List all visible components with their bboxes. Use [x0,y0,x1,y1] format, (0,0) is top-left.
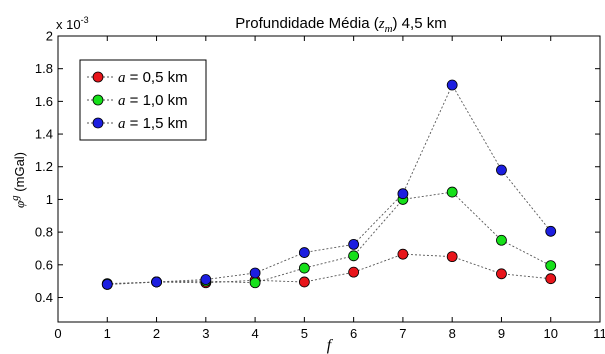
x-tick-label: 1 [104,326,111,341]
legend-label-3: a = 1,5 km [118,115,188,132]
y-tick-label: 1.4 [35,127,53,142]
y-tick-label: 1.6 [35,94,53,109]
y-tick-label: 0.6 [35,257,53,272]
chart-title-prefix: Profundidade Média ( [235,15,378,32]
x-tick-label: 8 [449,326,456,341]
series-3-point [545,225,557,237]
y-tick-label: 1 [46,192,53,207]
series-1-point [446,251,458,263]
points-layer [101,79,557,290]
y-tick-label: 0.4 [35,290,53,305]
series-1-point [348,266,360,278]
y-axis-label-unit: (mGal) [12,152,27,195]
series-line-2 [107,191,551,285]
chart-title-suffix: ) 4,5 km [393,15,447,32]
series-3-point [397,188,409,200]
legend-label-text: = 0,5 km [126,69,188,86]
ticks-layer: 0 1 2 3 4 5 6 7 8 9 10 11 0.4 0.6 0.8 1 1.2 1.4 1.6 1.8 2 [35,29,605,342]
x-tick-label: 7 [399,326,406,341]
chart-title-subscript: m [385,23,393,35]
series-2-point [545,260,557,272]
y-tick-label: 2 [46,29,53,44]
series-line-1 [107,253,551,285]
y-multiplier: x 10-3 [56,15,89,32]
legend-label-2: a = 1,0 km [118,92,188,109]
series-3-point [348,238,360,250]
x-tick-label: 3 [202,326,209,341]
chart-title-variable: z [378,16,385,32]
series-1-point [496,268,507,280]
y-multiplier-base: x 10 [56,17,81,32]
legend-label-1: a = 0,5 km [118,69,188,86]
series-2-point [446,186,458,198]
series-3-point [101,279,113,290]
y-axis-label-symbol: φ [12,201,27,208]
series-3-point [249,267,261,279]
legend-label-text: = 1,0 km [126,92,188,109]
x-tick-label: 6 [350,326,357,341]
x-axis-label: f [327,337,334,354]
legend-label-variable: a [118,70,126,86]
series-2-point [249,277,261,289]
series-2-point [298,262,310,274]
legend-items: a = 0,5 kma = 1,0 kma = 1,5 km [87,69,188,132]
x-tick-label: 0 [54,326,61,341]
legend-label-text: = 1,5 km [126,115,188,132]
y-tick-label: 1.8 [35,61,53,76]
series-3-point [298,247,310,258]
series-3-point [200,274,212,285]
y-axis-label: φg (mGal) [9,152,27,208]
series-2-point [496,234,507,246]
y-tick-label: 1.2 [35,159,53,174]
series-1-point [298,276,310,288]
x-tick-label: 11 [593,326,605,341]
series-3-point [496,164,507,176]
x-tick-label: 10 [543,326,557,341]
chart-title: Profundidade Média (zm) 4,5 km [235,15,446,35]
series-1-point [545,273,557,285]
legend-label-variable: a [118,93,126,109]
series-2-point [348,250,360,262]
lines-layer [107,84,552,285]
y-axis-label-superscript: g [9,195,21,201]
x-tick-label: 9 [498,326,505,341]
x-tick-label: 4 [251,326,258,341]
series-line-3 [107,84,552,285]
series-3-point [446,79,458,91]
legend-marker-1 [92,71,104,83]
x-tick-label: 5 [301,326,308,341]
series-3-point [151,276,162,288]
x-tick-label: 2 [153,326,160,341]
legend: a = 0,5 kma = 1,0 kma = 1,5 km [79,59,207,141]
y-multiplier-exponent: -3 [81,15,89,25]
legend-marker-2 [92,94,104,106]
series-1-point [397,248,409,260]
y-tick-label: 0.8 [35,225,53,240]
legend-marker-3 [92,117,104,129]
legend-label-variable: a [118,116,126,132]
